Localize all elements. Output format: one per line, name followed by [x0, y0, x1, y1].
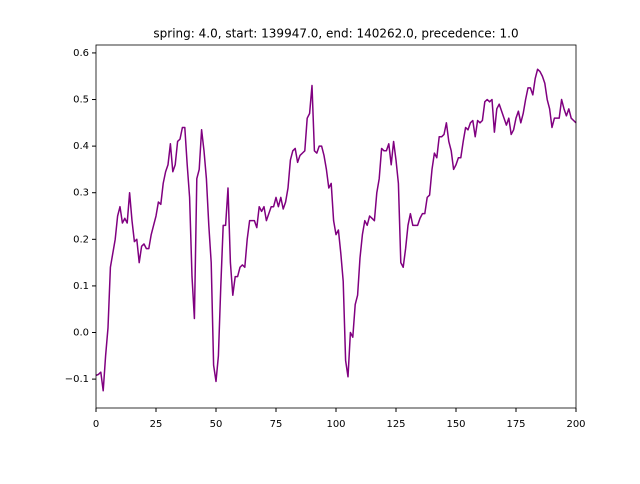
- y-tick-label: 0.1: [73, 281, 89, 292]
- x-tick-label: 25: [150, 419, 163, 430]
- x-tick-label: 0: [93, 419, 99, 430]
- x-tick-label: 50: [210, 419, 223, 430]
- plot-frame: [95, 44, 577, 409]
- x-tick-label: 175: [506, 419, 525, 430]
- x-tick-label: 125: [386, 419, 405, 430]
- y-tick-label: 0.0: [73, 328, 89, 339]
- data-line: [95, 68, 577, 392]
- x-tick-label: 150: [446, 419, 465, 430]
- x-tick-label: 75: [270, 419, 283, 430]
- y-tick-label: 0.2: [73, 234, 89, 245]
- y-tick-label: 0.4: [73, 141, 89, 152]
- y-tick-label: −0.1: [65, 374, 89, 385]
- y-tick-label: 0.6: [73, 48, 89, 59]
- y-tick-label: 0.3: [73, 188, 89, 199]
- chart-title: spring: 4.0, start: 139947.0, end: 14026…: [153, 27, 518, 41]
- y-tick-label: 0.5: [73, 95, 89, 106]
- x-tick-label: 200: [566, 419, 585, 430]
- x-tick-label: 100: [326, 419, 345, 430]
